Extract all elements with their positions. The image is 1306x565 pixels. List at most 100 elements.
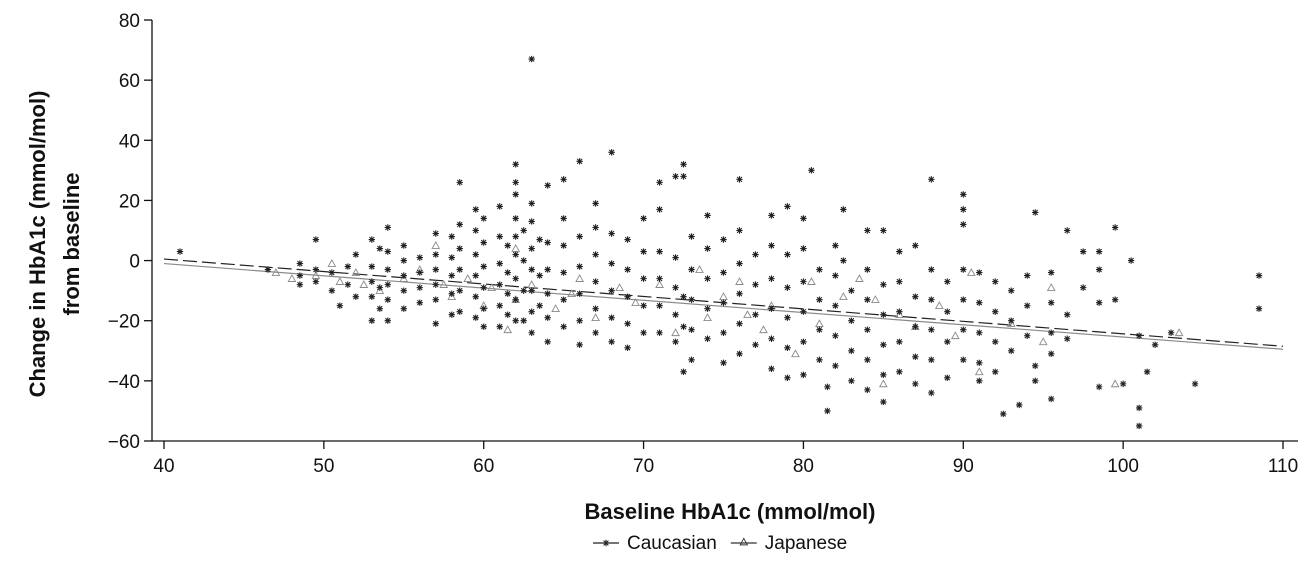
caucasian-point <box>544 338 551 345</box>
caucasian-point <box>384 317 391 324</box>
caucasian-point <box>840 257 847 264</box>
caucasian-point <box>400 272 407 279</box>
caucasian-point <box>456 266 463 273</box>
japanese-point <box>759 325 768 334</box>
caucasian-point <box>624 236 631 243</box>
caucasian-point <box>472 293 479 300</box>
caucasian-point <box>536 272 543 279</box>
caucasian-point <box>296 281 304 288</box>
caucasian-point <box>560 215 567 222</box>
caucasian-point <box>496 323 503 330</box>
y-axis-title-line-2: from baseline <box>59 172 84 315</box>
japanese-point <box>359 280 369 288</box>
x-tick-label: 70 <box>633 456 654 477</box>
caucasian-point <box>448 272 455 279</box>
caucasian-point <box>312 236 320 243</box>
caucasian-point <box>896 248 903 255</box>
japanese-point <box>431 241 441 249</box>
x-tick-label: 100 <box>1107 456 1139 477</box>
caucasian-point <box>784 284 791 291</box>
caucasian-point <box>680 368 687 376</box>
caucasian-point <box>400 257 407 264</box>
caucasian-point <box>784 344 791 351</box>
caucasian-point <box>1063 311 1071 318</box>
caucasian-point <box>672 173 679 180</box>
caucasian-point <box>512 251 519 258</box>
caucasian-point <box>912 323 919 330</box>
caucasian-point <box>680 161 687 168</box>
caucasian-point <box>496 260 503 267</box>
caucasian-point <box>512 233 519 240</box>
caucasian-point <box>960 206 967 213</box>
caucasian-point <box>520 257 527 264</box>
caucasian-point <box>1032 362 1039 370</box>
caucasian-point <box>344 263 352 270</box>
caucasian-point <box>864 326 871 333</box>
legend-caucasian-marker <box>602 539 610 547</box>
caucasian-point <box>896 368 903 376</box>
caucasian-point <box>928 266 935 273</box>
caucasian-point <box>576 317 583 324</box>
caucasian-point <box>416 254 423 261</box>
japanese-point <box>439 280 449 288</box>
japanese-series <box>271 241 1184 388</box>
caucasian-point <box>880 371 887 379</box>
caucasian-point <box>656 302 663 309</box>
caucasian-point <box>592 251 599 258</box>
caucasian-point <box>416 269 423 276</box>
caucasian-point <box>912 293 919 300</box>
caucasian-point <box>704 212 711 219</box>
caucasian-point <box>472 314 479 321</box>
caucasian-point <box>960 266 967 273</box>
caucasian-point <box>1048 329 1055 336</box>
caucasian-point <box>816 266 823 273</box>
caucasian-point <box>992 338 999 345</box>
caucasian-point <box>1016 401 1023 409</box>
caucasian-point <box>960 326 967 333</box>
caucasian-point <box>688 326 695 333</box>
caucasian-point <box>576 233 583 240</box>
x-tick-label: 60 <box>473 456 494 477</box>
caucasian-point <box>176 248 184 255</box>
caucasian-point <box>640 329 647 336</box>
caucasian-point <box>544 290 551 297</box>
caucasian-point <box>608 338 615 345</box>
caucasian-point <box>656 248 663 255</box>
caucasian-point <box>512 275 519 282</box>
caucasian-point <box>312 278 320 285</box>
japanese-point <box>1174 328 1184 337</box>
caucasian-point <box>720 269 727 276</box>
caucasian-point <box>512 179 519 186</box>
y-tick-label: −60 <box>108 432 140 453</box>
y-axis-title-line-1: Change in HbA1c (mmol/mol) <box>25 91 50 398</box>
caucasian-point <box>376 305 384 312</box>
caucasian-point <box>768 335 775 342</box>
caucasian-point <box>624 266 631 273</box>
caucasian-point <box>672 338 679 345</box>
caucasian-point <box>1135 404 1143 412</box>
caucasian-point <box>680 293 687 300</box>
japanese-point <box>735 277 744 285</box>
caucasian-point <box>384 296 391 303</box>
caucasian-point <box>296 272 304 279</box>
caucasian-point <box>480 284 487 291</box>
caucasian-point <box>1167 329 1175 336</box>
caucasian-point <box>864 356 871 364</box>
x-tick-label: 40 <box>153 456 174 477</box>
caucasian-point <box>432 320 439 327</box>
japanese-point <box>335 277 345 285</box>
caucasian-point <box>1119 380 1127 388</box>
caucasian-point <box>528 218 535 225</box>
japanese-point <box>671 328 680 337</box>
caucasian-point <box>992 308 999 315</box>
y-tick-label: 20 <box>119 191 140 212</box>
caucasian-point <box>528 266 535 273</box>
caucasian-point <box>352 251 360 258</box>
caucasian-point <box>384 224 391 231</box>
caucasian-point <box>576 290 583 297</box>
caucasian-point <box>808 167 815 174</box>
caucasian-point <box>384 248 391 255</box>
caucasian-point <box>576 158 583 165</box>
x-tick-label: 90 <box>953 456 974 477</box>
caucasian-point <box>960 296 967 303</box>
